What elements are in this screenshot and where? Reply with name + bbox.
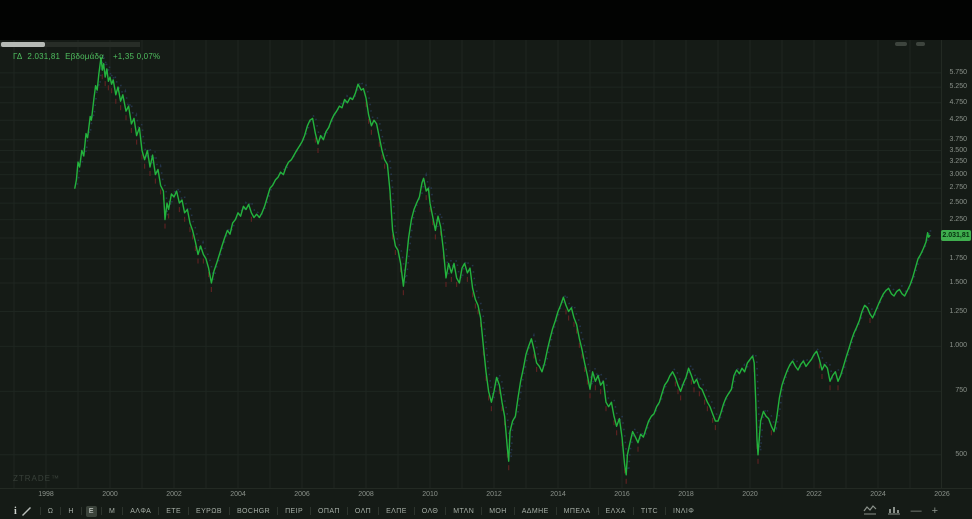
ticker-button-ΑΔΜΗΕ[interactable]: ΑΔΜΗΕ bbox=[521, 507, 549, 515]
ticker-button-ΟΠΑΠ[interactable]: ΟΠΑΠ bbox=[318, 507, 340, 515]
time-axis-label: 2026 bbox=[934, 491, 950, 498]
price-axis-label: 4.750 bbox=[949, 99, 967, 106]
timeframe-button-Η[interactable]: Η bbox=[68, 507, 74, 515]
price-axis-label: 3.500 bbox=[949, 147, 967, 154]
time-axis-label: 2014 bbox=[550, 491, 566, 498]
ticker-button-ΟΛΘ[interactable]: ΟΛΘ bbox=[421, 507, 439, 515]
price-axis-label: 1.000 bbox=[949, 342, 967, 349]
time-axis-label: 2016 bbox=[614, 491, 630, 498]
ticker-button-ΟΛΠ[interactable]: ΟΛΠ bbox=[354, 507, 372, 515]
timeframe-button-Ω[interactable]: Ω bbox=[47, 507, 54, 515]
toolbar-separator bbox=[597, 507, 599, 515]
toolbar-separator bbox=[632, 507, 634, 515]
pencil-draw-icon[interactable] bbox=[21, 506, 32, 517]
ticker-button-ΕΤΕ[interactable]: ΕΤΕ bbox=[166, 507, 182, 515]
price-axis-label: 2.750 bbox=[949, 184, 967, 191]
ticker-button-ΙΝΛΙΦ[interactable]: ΙΝΛΙΦ bbox=[673, 507, 695, 515]
chart-panel[interactable] bbox=[0, 40, 972, 519]
price-axis-label: 3.250 bbox=[949, 158, 967, 165]
info-icon[interactable]: i bbox=[14, 505, 17, 517]
toolbar-separator bbox=[60, 507, 62, 515]
toolbar-separator bbox=[513, 507, 515, 515]
ticker-button-ΜΤΛΝ[interactable]: ΜΤΛΝ bbox=[453, 507, 475, 515]
toolbar-separator bbox=[346, 507, 348, 515]
toolbar-separator bbox=[188, 507, 190, 515]
toolbar-separator bbox=[277, 507, 279, 515]
toolbar-separator bbox=[228, 507, 230, 515]
symbol-legend: ΓΔ 2.031,81 Εβδομάδα +1,35 0,07% bbox=[13, 52, 160, 61]
scrollbar-fragment[interactable] bbox=[895, 42, 907, 46]
price-axis-label: 5.250 bbox=[949, 83, 967, 90]
timeframe-button-Ε[interactable]: Ε bbox=[85, 505, 97, 517]
time-axis-label: 2012 bbox=[486, 491, 502, 498]
ticker-button-ΠΕΙΡ[interactable]: ΠΕΙΡ bbox=[285, 507, 304, 515]
price-axis-label: 2.500 bbox=[949, 199, 967, 206]
top-black-strip bbox=[0, 0, 972, 40]
price-axis-border bbox=[941, 40, 942, 488]
toolbar-separator bbox=[310, 507, 312, 515]
toolbar-separator bbox=[413, 507, 415, 515]
toolbar-separator bbox=[80, 507, 82, 515]
volume-bars-icon[interactable] bbox=[887, 504, 901, 518]
last-price-badge: 2.031,81 bbox=[941, 230, 971, 241]
ticker-button-ΕΥΡΩΒ[interactable]: ΕΥΡΩΒ bbox=[196, 507, 222, 515]
price-axis-label: 5.750 bbox=[949, 69, 967, 76]
timeframe-label: Εβδομάδα bbox=[65, 52, 104, 61]
time-axis-border bbox=[0, 488, 972, 489]
chart-controls: — + bbox=[863, 504, 938, 518]
toolbar-separator bbox=[158, 507, 160, 515]
time-axis-label: 2006 bbox=[294, 491, 310, 498]
toolbar-separator bbox=[100, 507, 102, 515]
price-axis-label: 2.250 bbox=[949, 216, 967, 223]
time-axis-label: 2004 bbox=[230, 491, 246, 498]
ticker-button-ΕΛΧΑ[interactable]: ΕΛΧΑ bbox=[605, 507, 626, 515]
time-axis-label: 2020 bbox=[742, 491, 758, 498]
timeframe-button-Μ[interactable]: Μ bbox=[108, 507, 116, 515]
ticker-button-ΜΟΗ[interactable]: ΜΟΗ bbox=[489, 507, 507, 515]
ticker-button-ΑΛΦΑ[interactable]: ΑΛΦΑ bbox=[130, 507, 152, 515]
toolbar-separator bbox=[122, 507, 124, 515]
top-scrollbar-handle[interactable] bbox=[1, 42, 45, 47]
change-label: +1,35 0,07% bbox=[112, 52, 161, 61]
ticker-button-BOCHGR[interactable]: BOCHGR bbox=[236, 507, 271, 515]
toolbar-separator bbox=[378, 507, 380, 515]
bottom-toolbar: i Ω Η Ε Μ ΑΛΦΑ ΕΤΕ ΕΥΡΩΒ BOCHGR ΠΕΙΡ ΟΠΑΠ ΟΛΠ ΕΛΠΕ Ο… bbox=[0, 503, 972, 519]
ztrade-watermark: ZTRADE™ bbox=[13, 474, 60, 483]
time-axis-label: 2000 bbox=[102, 491, 118, 498]
ticker-button-ΤΙΤC[interactable]: ΤΙΤC bbox=[640, 507, 658, 515]
price-axis-label: 3.000 bbox=[949, 171, 967, 178]
toolbar-separator bbox=[555, 507, 557, 515]
price-axis-label: 500 bbox=[955, 451, 967, 458]
time-axis-label: 2010 bbox=[422, 491, 438, 498]
time-axis-label: 1998 bbox=[38, 491, 54, 498]
time-axis-label: 2002 bbox=[166, 491, 182, 498]
last-price-value: 2.031,81 bbox=[27, 52, 61, 61]
time-axis-label: 2018 bbox=[678, 491, 694, 498]
toolbar-items: Ω Η Ε Μ ΑΛΦΑ ΕΤΕ ΕΥΡΩΒ BOCHGR ΠΕΙΡ ΟΠΑΠ ΟΛΠ ΕΛΠΕ ΟΛΘ… bbox=[36, 505, 697, 517]
price-axis-label: 1.750 bbox=[949, 255, 967, 262]
price-axis-label: 3.750 bbox=[949, 136, 967, 143]
price-axis-label: 1.250 bbox=[949, 308, 967, 315]
toolbar-separator bbox=[665, 507, 666, 515]
toolbar-separator bbox=[445, 507, 447, 515]
line-chart-style-icon[interactable] bbox=[863, 504, 877, 518]
toolbar-separator bbox=[39, 507, 41, 515]
top-scrollbar-track[interactable] bbox=[0, 42, 140, 47]
price-axis-label: 750 bbox=[955, 387, 967, 394]
zoom-in-button[interactable]: + bbox=[931, 505, 938, 517]
ticker-button-ΜΠΕΛΑ[interactable]: ΜΠΕΛΑ bbox=[563, 507, 591, 515]
ticker-button-ΕΛΠΕ[interactable]: ΕΛΠΕ bbox=[386, 507, 407, 515]
scrollbar-fragment[interactable] bbox=[916, 42, 925, 46]
zoom-out-button[interactable]: — bbox=[910, 505, 922, 517]
price-axis-label: 1.500 bbox=[949, 279, 967, 286]
time-axis-label: 2008 bbox=[358, 491, 374, 498]
time-axis-label: 2022 bbox=[806, 491, 822, 498]
time-axis-label: 2024 bbox=[870, 491, 886, 498]
price-axis-label: 4.250 bbox=[949, 116, 967, 123]
toolbar-separator bbox=[481, 507, 483, 515]
symbol-label: ΓΔ bbox=[13, 52, 23, 61]
